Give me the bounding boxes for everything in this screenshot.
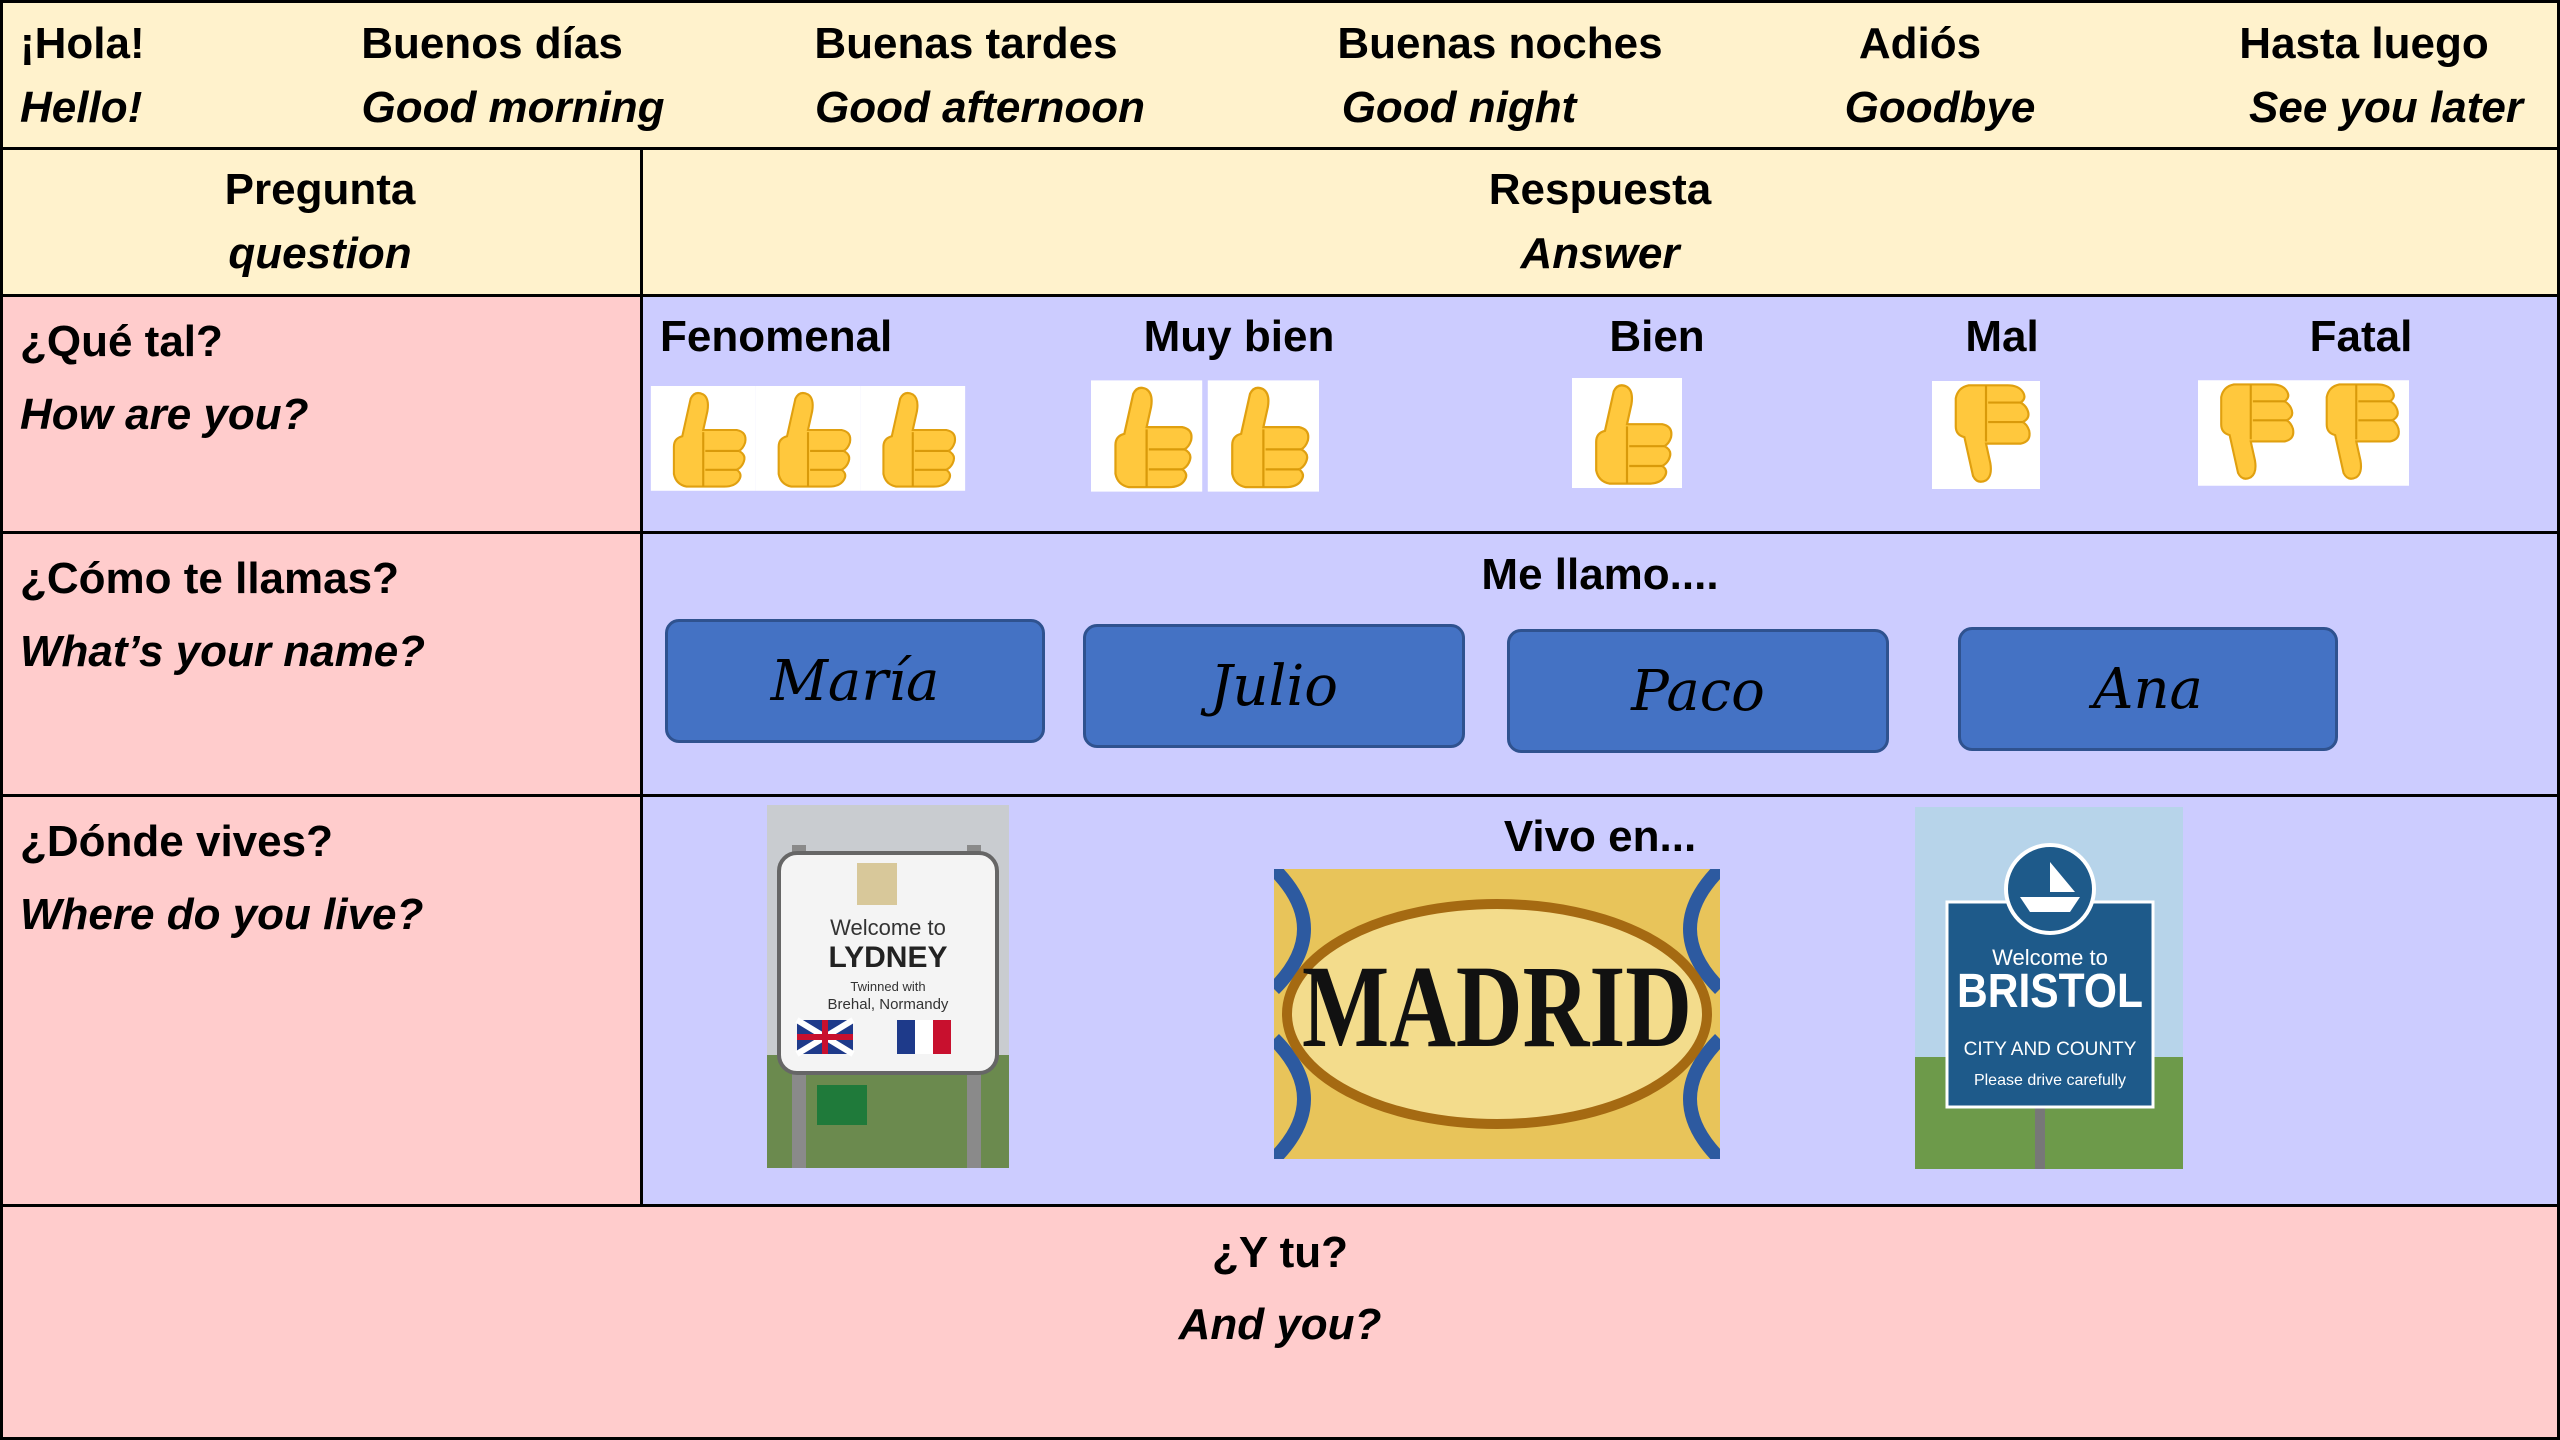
question: ¿Dónde vives?	[20, 817, 333, 866]
question-translation: Where do you live?	[20, 890, 424, 939]
name-button: Paco	[1507, 629, 1889, 753]
answer-prompt: Me llamo....	[1481, 550, 1719, 599]
answer-label: Fatal	[2309, 312, 2413, 361]
answer-prompt: Vivo en...	[1503, 812, 1697, 861]
footer-cell	[0, 1204, 2560, 1440]
question-cell	[0, 531, 643, 797]
footer-question: ¿Y tu?	[1211, 1228, 1349, 1277]
name-button: María	[665, 619, 1045, 743]
sign-text: Twinned with	[850, 979, 925, 994]
footer-translation: And you?	[1178, 1300, 1382, 1349]
sign-text: Brehal, Normandy	[828, 996, 949, 1013]
thumb-down	[1932, 380, 2040, 490]
sign-text: LYDNEY	[829, 941, 948, 974]
greeting: Buenas tardes	[814, 19, 1118, 68]
answer-label: Bien	[1609, 312, 1705, 361]
question-header	[0, 147, 643, 297]
header-label: Respuesta	[1488, 165, 1712, 214]
thumb-up	[1572, 378, 1682, 488]
question-cell	[0, 294, 643, 534]
question-translation: What’s your name?	[20, 627, 426, 676]
greeting: Buenos días	[361, 19, 623, 68]
header-translation: question	[228, 229, 412, 278]
answer-label: Muy bien	[1143, 312, 1335, 361]
question: ¿Qué tal?	[20, 317, 223, 366]
header-translation: Answer	[1520, 229, 1680, 278]
thumbs-up	[1091, 380, 1319, 492]
greeting-translation: Hello!	[20, 83, 143, 132]
name-button: Julio	[1083, 624, 1465, 748]
bristol-sign-photo: Welcome to BRISTOL CITY AND COUNTY Pleas…	[1915, 807, 2183, 1169]
sign-text: MADRID	[1302, 941, 1692, 1072]
header-label: Pregunta	[224, 165, 416, 214]
question-translation: How are you?	[20, 390, 309, 439]
thumbs-down	[2198, 379, 2409, 487]
question-cell	[0, 794, 643, 1207]
greeting-translation: Good night	[1341, 83, 1577, 132]
greetings-band	[0, 0, 2560, 150]
lydney-sign-photo: Welcome to LYDNEY Twinned with Brehal, N…	[767, 805, 1009, 1168]
answer-label: Fenomenal	[660, 312, 893, 361]
madrid-tile-photo: MADRID	[1274, 869, 1720, 1159]
greeting: Buenas noches	[1337, 19, 1663, 68]
answer-label: Mal	[1965, 312, 2039, 361]
sign-text: Welcome to	[830, 915, 946, 940]
sign-text: Welcome to	[1992, 945, 2108, 970]
name-button: Ana	[1958, 627, 2338, 751]
greeting-translation: Good morning	[361, 83, 665, 132]
sign-text: BRISTOL	[1957, 965, 2143, 1018]
greeting: Hasta luego	[2239, 19, 2489, 68]
thumbs-up	[650, 386, 966, 492]
greeting-translation: Good afternoon	[815, 83, 1145, 132]
greeting-translation: Goodbye	[1844, 83, 2036, 132]
greeting: ¡Hola!	[20, 19, 145, 68]
greeting-translation: See you later	[2249, 83, 2523, 132]
greeting: Adiós	[1858, 19, 1982, 68]
question: ¿Cómo te llamas?	[20, 554, 399, 603]
sign-text: Please drive carefully	[1974, 1072, 2126, 1089]
sign-text: CITY AND COUNTY	[1964, 1039, 2137, 1060]
